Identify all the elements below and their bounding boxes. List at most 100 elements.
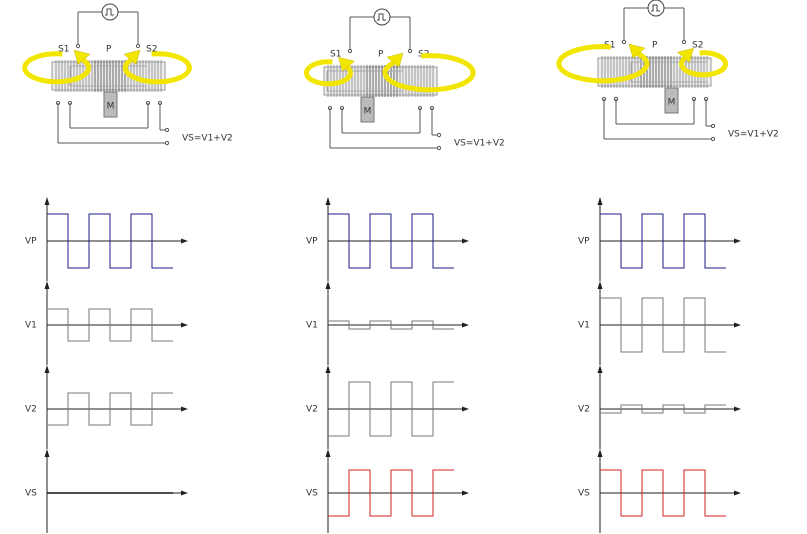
signal-label: VS [306, 489, 318, 499]
core-label: M [668, 98, 676, 108]
axis-arrow [325, 365, 331, 373]
waveform [600, 213, 726, 269]
axis-arrow [734, 490, 741, 496]
core [664, 87, 679, 114]
p-label: P [652, 41, 658, 51]
signal-label: VS [25, 489, 37, 499]
flux-arrowhead [386, 52, 404, 68]
flux-arrowhead [73, 49, 91, 65]
axis-arrow [597, 449, 603, 457]
signal-label: VP [578, 237, 590, 247]
flux-arrowhead [123, 49, 141, 65]
terminal [436, 145, 442, 151]
waveform [328, 381, 454, 437]
signal-label: V2 [306, 405, 318, 415]
axis-arrow [325, 281, 331, 289]
terminal [681, 39, 687, 45]
axis-arrow [734, 322, 741, 328]
core-rod [326, 70, 404, 92]
output-label: VS=V1+V2 [454, 139, 505, 149]
axis-arrow [44, 197, 50, 205]
flux-arrow [122, 51, 192, 85]
source-symbol [105, 8, 114, 16]
axis-arrow [181, 406, 188, 412]
terminal [347, 48, 353, 54]
axis-arrow [462, 322, 469, 328]
signal-label: VP [25, 237, 37, 247]
flux-arrow [22, 51, 92, 85]
s1-label: S1 [58, 45, 69, 55]
signal-label: VS [578, 489, 590, 499]
axis-arrow [734, 238, 741, 244]
core-label: M [107, 102, 115, 112]
signal-label: V2 [25, 405, 37, 415]
axis-arrow [462, 238, 469, 244]
waveform [47, 392, 173, 426]
waveform [328, 320, 454, 330]
axis-arrow [181, 322, 188, 328]
waveform [328, 469, 454, 517]
core-rod [630, 61, 708, 83]
axis-arrow [325, 449, 331, 457]
waveform [600, 469, 726, 517]
s1-label: S1 [330, 50, 341, 60]
terminal [135, 43, 141, 49]
signal-label: V1 [578, 321, 590, 331]
signal-label: V1 [25, 321, 37, 331]
terminal [710, 123, 716, 129]
axis-arrow [597, 365, 603, 373]
flux-arrow [679, 50, 729, 78]
p-label: P [106, 45, 112, 55]
waveform [600, 404, 726, 414]
flux-arrow [303, 59, 353, 87]
ac-source [101, 3, 119, 21]
core-label: M [364, 107, 372, 117]
axis-arrow [462, 406, 469, 412]
axis-arrow [734, 406, 741, 412]
axis-arrow [181, 238, 188, 244]
s2-label: S2 [692, 41, 703, 51]
signal-label: V1 [306, 321, 318, 331]
terminal [436, 132, 442, 138]
waveform [600, 297, 726, 353]
axis-arrow [597, 281, 603, 289]
axis-arrow [181, 490, 188, 496]
flux-arrowhead [338, 56, 356, 72]
terminal [164, 127, 170, 133]
core [103, 91, 118, 118]
axis-arrow [597, 197, 603, 205]
axis-arrow [44, 281, 50, 289]
ac-source [647, 0, 665, 17]
source-symbol [377, 13, 386, 21]
axis-arrow [325, 197, 331, 205]
axis-arrow [462, 490, 469, 496]
core [360, 96, 375, 123]
axis-arrow [44, 365, 50, 373]
terminal [621, 39, 627, 45]
waveform [47, 308, 173, 342]
flux-arrowhead [628, 43, 646, 59]
terminal [164, 140, 170, 146]
terminal [407, 48, 413, 54]
axis-arrow [44, 449, 50, 457]
flux-arrowhead [676, 47, 694, 63]
p-label: P [378, 50, 384, 60]
output-label: VS=V1+V2 [182, 134, 233, 144]
signal-label: V2 [578, 405, 590, 415]
output-label: VS=V1+V2 [728, 130, 779, 140]
source-symbol [651, 4, 660, 12]
waveform [47, 213, 173, 269]
flux-arrow [556, 44, 650, 84]
waveform [328, 213, 454, 269]
ac-source [373, 8, 391, 26]
signal-label: VP [306, 237, 318, 247]
core-rod [69, 65, 147, 87]
s2-label: S2 [146, 45, 157, 55]
terminal [710, 136, 716, 142]
panel: M S1 P S2 VS=V1+V2 [22, 3, 233, 146]
flux-arrow [382, 53, 476, 93]
terminal [75, 43, 81, 49]
